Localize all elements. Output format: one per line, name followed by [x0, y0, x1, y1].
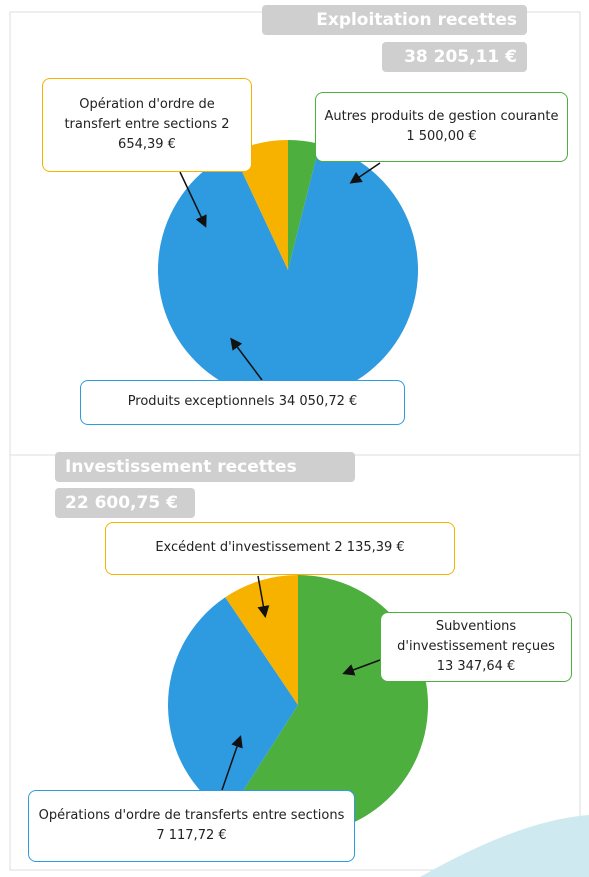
pie-slice — [227, 575, 429, 836]
chart-total: 38 205,11 € — [382, 42, 527, 72]
arrow — [230, 337, 263, 381]
value-label: 13 347,64 € — [436, 659, 516, 675]
callout: Opérations d'ordre de transferts entre s… — [28, 790, 355, 862]
callout: Autres produits de gestion courante 1 50… — [315, 92, 568, 162]
decoration — [420, 815, 589, 877]
value-label: 7 117,72 € — [156, 828, 227, 843]
arrow — [342, 659, 381, 676]
chart-total: 22 600,75 € — [55, 488, 195, 518]
callout-text: Autres produits de gestion courante 1 50… — [324, 107, 559, 147]
total-text: 22 600,75 € — [65, 493, 178, 513]
category-label: Opérations d'ordre de transferts entre s… — [38, 807, 345, 823]
callout-text: Opération d'ordre de transfert entre sec… — [51, 95, 243, 155]
category-label: Excédent d'investissement — [155, 540, 331, 556]
pie-slice — [288, 140, 320, 270]
chart-title: Exploitation recettes — [262, 5, 527, 35]
callout-text: Excédent d'investissement 2 135,39 € — [155, 538, 404, 558]
callout: Opération d'ordre de transfert entre sec… — [42, 78, 252, 172]
arrow — [179, 171, 207, 228]
pie-slice — [233, 140, 288, 270]
arrow — [221, 735, 243, 791]
callout-text: Produits exceptionnels 34 050,72 € — [128, 392, 358, 412]
category-label: Autres produits de gestion courante — [324, 108, 559, 124]
value-label: 2 135,39 € — [334, 540, 405, 556]
value-label: 1 500,00 € — [406, 129, 477, 144]
pie-slice — [225, 575, 298, 705]
callout: Excédent d'investissement 2 135,39 € — [105, 522, 455, 575]
callout: Produits exceptionnels 34 050,72 € — [80, 380, 405, 425]
title-text: Investissement recettes — [65, 457, 297, 477]
value-label: 2 654,39 € — [118, 116, 230, 153]
arrow — [257, 575, 270, 618]
chart-title: Investissement recettes — [55, 452, 355, 482]
arrow — [349, 162, 381, 184]
callout-text: Subventions d'investissement reçues 13 3… — [389, 617, 563, 677]
category-label: Produits exceptionnels — [127, 394, 275, 410]
pie-slice — [168, 597, 298, 815]
pie-slice — [158, 143, 419, 401]
callout: Subventions d'investissement reçues 13 3… — [380, 612, 572, 682]
category-label: Subventions d'investissement reçues — [397, 618, 555, 654]
title-text: Exploitation recettes — [316, 10, 517, 30]
category-label: Opération d'ordre de transfert entre sec… — [64, 96, 218, 132]
value-label: 34 050,72 € — [278, 394, 358, 410]
total-text: 38 205,11 € — [404, 47, 517, 67]
callout-text: Opérations d'ordre de transferts entre s… — [37, 806, 346, 846]
